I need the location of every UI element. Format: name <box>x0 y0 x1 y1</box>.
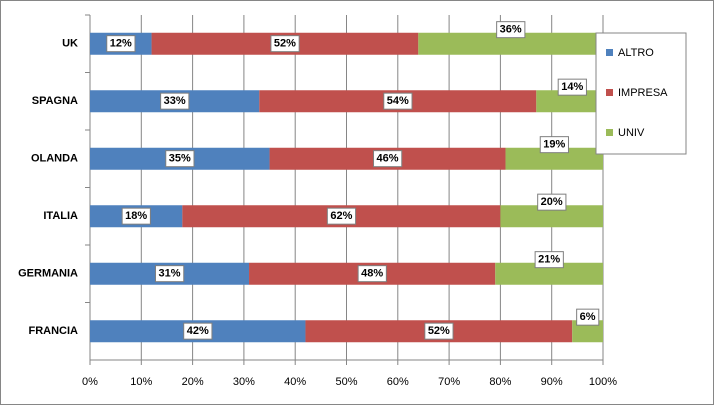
legend-marker <box>606 49 613 56</box>
category-label: ITALIA <box>43 210 78 222</box>
legend-label: ALTRO <box>618 47 654 59</box>
category-label: FRANCIA <box>29 325 79 337</box>
value-label: 36% <box>500 24 522 36</box>
x-tick-label: 100% <box>589 376 617 388</box>
value-label: 54% <box>387 95 409 107</box>
category-label: SPAGNA <box>32 95 78 107</box>
x-tick-label: 50% <box>335 376 357 388</box>
value-label-box <box>154 265 185 283</box>
bar-segment <box>536 90 609 113</box>
value-label-box <box>373 150 403 168</box>
legend-label: UNIV <box>618 127 645 139</box>
value-label-box <box>576 308 600 326</box>
value-label: 52% <box>274 38 296 50</box>
value-label-box <box>424 322 454 340</box>
value-label-box <box>183 322 213 340</box>
value-label: 35% <box>169 153 191 165</box>
category-label: OLANDA <box>31 153 78 165</box>
value-label: 33% <box>164 95 186 107</box>
bar-segment <box>418 32 603 55</box>
legend-label: IMPRESA <box>618 87 668 99</box>
value-label: 12% <box>110 38 132 50</box>
legend-marker <box>606 89 613 96</box>
bar-segment <box>572 320 603 343</box>
value-label-box <box>121 207 151 225</box>
value-label: 21% <box>538 254 560 266</box>
value-label: 18% <box>125 210 147 222</box>
value-label-box <box>326 207 357 225</box>
value-label: 46% <box>377 153 399 165</box>
value-label: 6% <box>580 311 596 323</box>
x-tick-label: 90% <box>541 376 563 388</box>
x-tick-label: 80% <box>489 376 511 388</box>
value-label-box <box>165 150 195 168</box>
value-label-box <box>539 136 569 154</box>
value-label-box <box>106 35 136 53</box>
bar-segment <box>500 205 603 228</box>
value-label: 14% <box>561 81 583 93</box>
legend-marker <box>606 129 613 136</box>
value-label-box <box>537 193 567 211</box>
x-tick-label: 10% <box>130 376 152 388</box>
value-label-box <box>160 92 190 110</box>
value-label-box <box>534 251 564 269</box>
value-label: 62% <box>330 210 352 222</box>
value-label-box <box>557 78 587 96</box>
value-label: 20% <box>541 196 563 208</box>
value-label: 52% <box>428 325 450 337</box>
x-tick-label: 60% <box>387 376 409 388</box>
x-tick-label: 40% <box>284 376 306 388</box>
x-tick-label: 20% <box>182 376 204 388</box>
value-label-box <box>496 21 526 39</box>
value-label: 42% <box>187 325 209 337</box>
bar-segment <box>495 262 603 285</box>
x-tick-label: 70% <box>438 376 460 388</box>
value-label: 19% <box>543 139 565 151</box>
bar-segment <box>505 147 603 170</box>
value-label: 48% <box>361 268 383 280</box>
value-label-box <box>357 265 387 283</box>
value-label-box <box>270 35 300 53</box>
value-label-box <box>383 92 413 110</box>
x-tick-label: 30% <box>233 376 255 388</box>
category-label: UK <box>62 38 78 50</box>
x-tick-label: 0% <box>82 376 98 388</box>
value-label: 31% <box>158 268 180 280</box>
category-label: GERMANIA <box>18 268 78 280</box>
